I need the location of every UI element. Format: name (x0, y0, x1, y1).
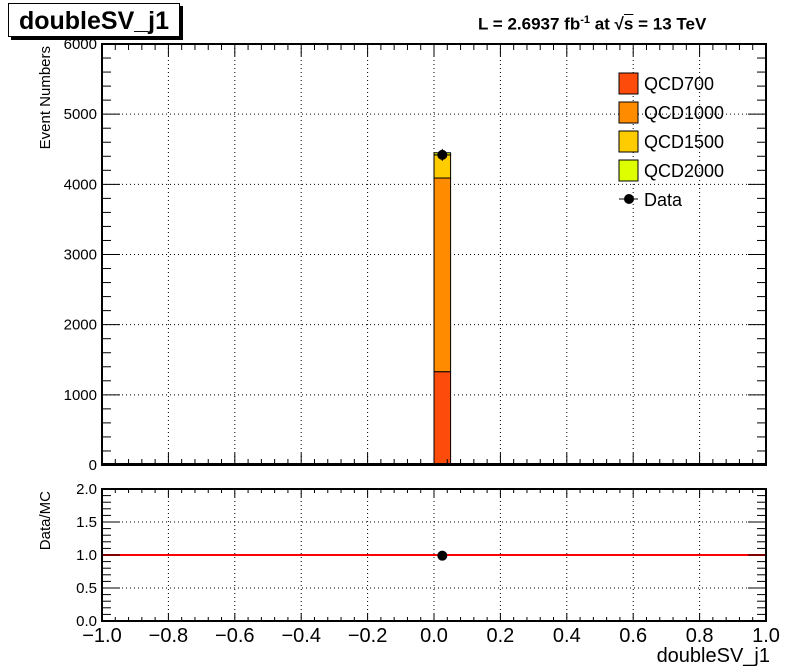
main-ytick-label: 4000 (64, 176, 97, 193)
main-ytick-label: 0 (89, 457, 97, 474)
xtick-label: 0.6 (619, 625, 647, 647)
legend-label-qcd1500: QCD1500 (644, 132, 724, 152)
xtick-label: −0.4 (281, 625, 320, 647)
xtick-label: −0.6 (215, 625, 254, 647)
xtick-label: 0.4 (553, 625, 581, 647)
ratio-ytick-label: 0.5 (76, 580, 97, 597)
plot-title: doubleSV_j1 (18, 7, 170, 35)
ratio-point (437, 550, 448, 561)
main-ytick-label: 3000 (64, 247, 97, 264)
data-point (437, 149, 448, 160)
bar-qcd1000 (433, 177, 452, 373)
xtick-label: −0.8 (149, 625, 188, 647)
luminosity-label: L = 2.6937 fb-1 at √s = 13 TeV (478, 14, 707, 34)
xtick-label: −0.2 (348, 625, 387, 647)
legend-swatch-qcd700 (618, 72, 639, 95)
xtick-label: −1.0 (82, 625, 121, 647)
xlabel: doubleSV_j1 (657, 645, 770, 667)
bar-qcd700 (433, 371, 452, 466)
xtick-label: 0.0 (420, 625, 448, 647)
legend-label-qcd1000: QCD1000 (644, 103, 724, 123)
legend-swatch-qcd1500 (618, 130, 639, 153)
main-ytick-label: 1000 (64, 387, 97, 404)
ratio-ylabel: Data/MC (37, 491, 54, 550)
main-ytick-label: 5000 (64, 106, 97, 123)
main-ytick-label: 6000 (64, 36, 97, 53)
legend-label-qcd700: QCD700 (644, 74, 714, 94)
ratio-ytick-label: 1.0 (76, 547, 97, 564)
legend-data-marker (624, 194, 634, 204)
ratio-ytick-label: 0.0 (76, 613, 97, 630)
legend-swatch-qcd1000 (618, 101, 639, 124)
xtick-label: 1.0 (752, 625, 780, 647)
legend-label-data: Data (644, 190, 683, 210)
xtick-label: 0.8 (686, 625, 714, 647)
main-ylabel: Event Numbers (37, 46, 54, 149)
main-ytick-label: 2000 (64, 317, 97, 334)
ratio-ytick-label: 2.0 (76, 481, 97, 498)
legend-label-qcd2000: QCD2000 (644, 161, 724, 181)
plot-title-box: doubleSV_j1 (8, 3, 180, 37)
legend-swatch-qcd2000 (618, 159, 639, 182)
xtick-label: 0.2 (486, 625, 514, 647)
ratio-ytick-label: 1.5 (76, 514, 97, 531)
